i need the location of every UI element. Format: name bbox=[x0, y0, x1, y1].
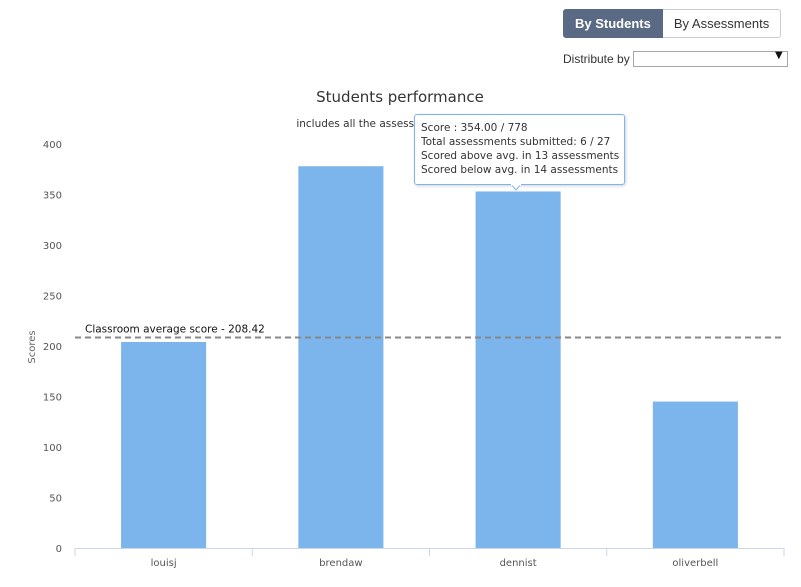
tooltip-caret bbox=[511, 184, 521, 191]
chevron-down-icon: ▼ bbox=[775, 50, 783, 61]
distribute-by-row: Distribute by ▼ bbox=[563, 50, 788, 67]
x-tick-label: dennist bbox=[500, 558, 537, 569]
bar-brendaw[interactable] bbox=[298, 166, 384, 548]
bar-oliverbell[interactable] bbox=[652, 401, 738, 548]
y-tick-label: 350 bbox=[43, 191, 62, 202]
y-axis-label: Scores bbox=[27, 330, 38, 363]
y-tick-label: 100 bbox=[43, 443, 62, 454]
y-tick-label: 300 bbox=[43, 241, 62, 252]
by-students-button[interactable]: By Students bbox=[563, 9, 663, 38]
y-tick-label: 0 bbox=[56, 544, 62, 555]
x-tick-label: brendaw bbox=[319, 558, 362, 569]
tooltip-submitted: Total assessments submitted: 6 / 27 bbox=[421, 136, 611, 148]
tooltip-below-avg: Scored below avg. in 14 assessments bbox=[421, 164, 619, 176]
x-tick-label: louisj bbox=[151, 558, 177, 569]
y-tick-label: 400 bbox=[43, 140, 62, 151]
bar-dennist[interactable] bbox=[475, 191, 561, 548]
chart-title: Students performance bbox=[316, 88, 484, 106]
y-tick-label: 150 bbox=[43, 393, 62, 404]
bar-tooltip: Score : 354.00 / 778 Total assessments s… bbox=[414, 114, 625, 185]
y-tick-label: 50 bbox=[49, 494, 62, 505]
by-assessments-button[interactable]: By Assessments bbox=[662, 9, 782, 38]
bar-louisj[interactable] bbox=[121, 341, 207, 548]
distribute-by-label: Distribute by bbox=[563, 52, 630, 66]
tooltip-score: Score : 354.00 / 778 bbox=[421, 122, 528, 134]
distribute-by-select[interactable]: ▼ bbox=[632, 50, 788, 67]
y-tick-label: 200 bbox=[43, 342, 62, 353]
view-toggle-group: By Students By Assessments bbox=[563, 9, 782, 38]
classroom-average-label: Classroom average score - 208.42 bbox=[85, 323, 265, 335]
tooltip-above-avg: Scored above avg. in 13 assessments bbox=[421, 150, 620, 162]
x-tick-label: oliverbell bbox=[672, 558, 718, 569]
y-tick-label: 250 bbox=[43, 292, 62, 303]
